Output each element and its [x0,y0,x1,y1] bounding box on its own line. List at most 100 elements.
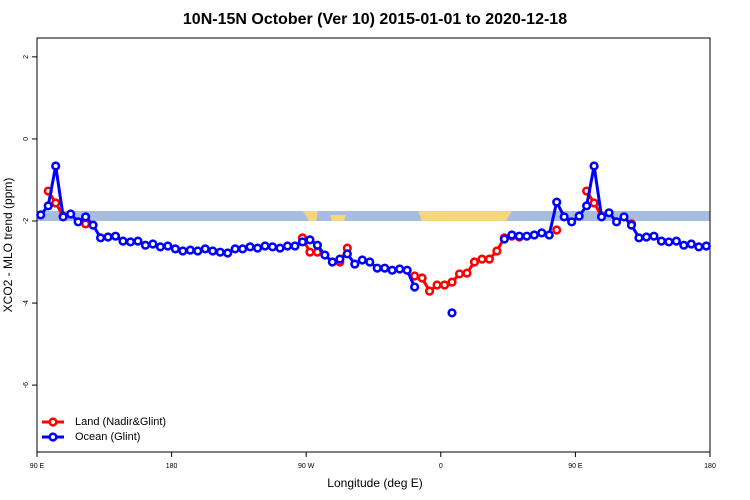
point [185,245,195,255]
point [402,265,412,275]
point [432,280,442,290]
point [170,244,180,254]
point [88,220,98,230]
point [701,241,711,251]
y-tick-label: -2 [23,218,30,224]
y-tick-label: 2 [23,55,30,59]
chart-title: 10N-15N October (Ver 10) 2015-01-01 to 2… [183,11,567,28]
point [140,240,151,250]
x-tick-label: 0 [439,463,443,470]
point [574,211,584,221]
point [567,217,577,227]
point [649,231,659,241]
point [641,232,652,242]
y-axis-label: XCO2 - MLO trend (ppm) [1,178,15,313]
x-tick-label: 90 W [298,463,315,470]
point [447,308,457,318]
point [529,230,539,240]
point [252,243,263,253]
point [522,231,532,241]
point [103,232,113,242]
point [148,239,158,249]
point [58,212,68,222]
land-patch [330,215,346,221]
legend-marker [48,417,58,427]
point [238,244,248,254]
point [290,241,300,251]
point [208,246,218,256]
point [387,265,397,275]
point [95,233,106,243]
point [582,201,592,211]
point [305,235,315,245]
point [626,220,637,230]
point [73,217,83,227]
y-tick-label: -6 [23,382,30,388]
point [178,246,188,256]
point [469,257,480,267]
y-tick-label: 0 [23,137,30,141]
point [439,280,450,290]
point [312,240,323,250]
point [679,240,689,250]
point [671,236,681,246]
point [230,244,240,254]
point [372,263,382,273]
point [357,255,367,265]
point [110,231,121,241]
point [51,198,61,208]
point [118,236,128,246]
point [245,242,255,252]
point [81,212,91,222]
point [297,237,308,247]
point [664,237,674,247]
point [327,257,337,267]
point [395,264,405,274]
point [686,239,696,249]
point [155,242,165,252]
point [604,208,614,218]
point [611,217,622,227]
point [260,241,270,251]
point [424,286,435,296]
point [282,241,293,251]
y-tick-label: -4 [23,300,30,306]
point [589,161,599,171]
point [596,212,607,222]
point [380,263,390,273]
point [305,247,315,257]
legend-marker [48,432,58,442]
point [163,241,173,251]
point [694,242,704,252]
point [477,254,487,264]
x-tick-label: 180 [704,463,716,470]
point [417,273,427,283]
point [200,244,210,254]
point [552,197,562,207]
point [320,250,330,260]
point [275,243,285,253]
point [133,236,143,246]
x-tick-label: 90 E [30,463,45,470]
point [492,246,502,256]
point [514,231,524,241]
point [365,257,375,267]
point [634,233,644,243]
point [559,212,569,222]
point [447,277,457,287]
point [619,212,629,222]
point [507,230,517,240]
legend-label: Ocean (Glint) [75,431,140,443]
point [589,198,599,208]
point [43,201,53,211]
surface-strip [37,211,710,221]
point [410,282,420,292]
x-axis-label: Longitude (deg E) [327,476,422,490]
point [656,236,666,246]
land-patch [303,211,318,221]
x-tick-label: 90 E [568,463,583,470]
x-tick-label: 180 [166,463,178,470]
point [223,248,233,258]
